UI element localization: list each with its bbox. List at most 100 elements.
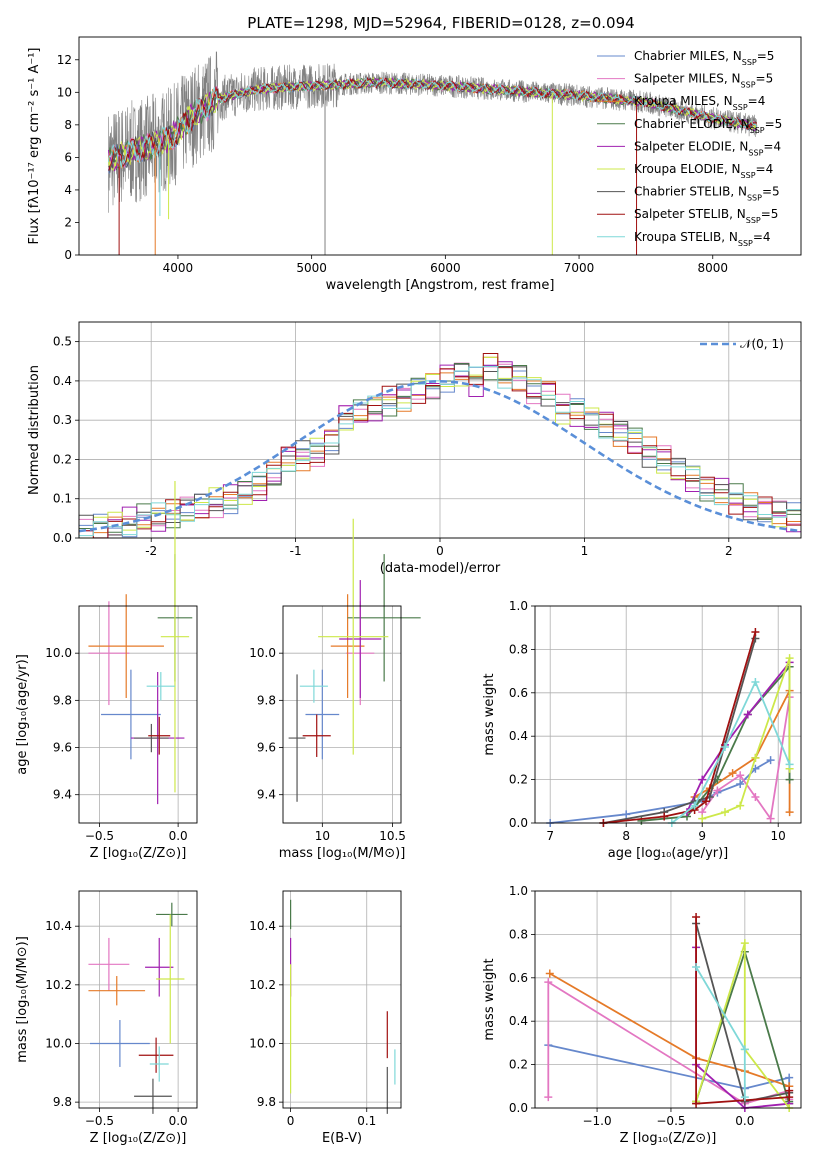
weight-marker — [785, 808, 794, 817]
x-tick-label: 7 — [546, 829, 554, 843]
weight-marker — [785, 760, 794, 769]
weight-marker — [660, 812, 669, 821]
y-tick-label: 0.2 — [53, 452, 72, 466]
y-tick-label: 10.4 — [45, 919, 72, 933]
weight-marker — [740, 1093, 749, 1102]
x-tick-label: 0 — [287, 1114, 295, 1128]
axes-frame — [534, 890, 802, 1109]
x-tick-label: -1 — [290, 544, 302, 558]
y-tick-label: 0.3 — [53, 413, 72, 427]
y-axis-label: mass weight — [482, 958, 497, 1040]
y-tick-label: 1.0 — [509, 884, 528, 898]
x-axis-label: wavelength [Angstrom, rest frame] — [326, 278, 555, 293]
y-tick-label: 0.8 — [509, 642, 528, 656]
legend-label: Chabrier MILES, NSSP=5 — [634, 49, 774, 67]
weight-marker — [721, 743, 729, 752]
weight-marker — [690, 801, 699, 810]
axes-frame — [282, 890, 402, 1109]
y-tick-label: 9.8 — [53, 1095, 72, 1109]
x-axis-label: Z [log₁₀(Z/Z⊙)] — [90, 846, 187, 861]
x-tick-label: 10.5 — [379, 829, 406, 843]
panel-mass_ebv: 0 0.1 9.8 10.0 10.2 10.4 E(B-V) — [249, 890, 402, 1146]
panel-weight_metallicity: −1.0 −0.5 0.0 0.0 0.2 0.4 0.6 0.8 1.0 Z [log₁₀(Z/… — [482, 884, 802, 1146]
plot-area — [288, 518, 421, 802]
weight-marker — [702, 797, 710, 806]
y-tick-label: 0.4 — [509, 1014, 528, 1028]
x-axis-label: E(B-V) — [322, 1131, 362, 1146]
weight-line — [549, 972, 790, 1088]
x-axis-label: Z [log₁₀(Z/Z⊙)] — [620, 1131, 717, 1146]
weight-line — [695, 917, 791, 1105]
legend-label: Kroupa STELIB, NSSP=4 — [634, 230, 771, 248]
legend-label: Salpeter ELODIE, NSSP=4 — [634, 139, 781, 157]
weight-marker — [545, 969, 554, 978]
axes-frame — [282, 605, 402, 824]
weight-marker — [751, 677, 760, 686]
plot-area — [88, 480, 193, 805]
x-axis-label: mass [log₁₀(M/M⊙)] — [279, 846, 406, 861]
x-tick-label: 0.0 — [169, 829, 188, 843]
data-spectrum — [108, 51, 758, 213]
axes-frame — [78, 321, 802, 539]
x-tick-label: −0.5 — [85, 1114, 114, 1128]
y-tick-label: 10 — [57, 85, 72, 99]
histogram-step — [78, 366, 801, 538]
y-axis-label: mass [log₁₀(M/M⊙)] — [15, 936, 30, 1063]
weight-marker — [785, 775, 794, 784]
x-tick-label: 7000 — [564, 261, 595, 275]
weight-marker — [751, 628, 760, 637]
legend-label: Kroupa ELODIE, NSSP=4 — [634, 162, 773, 180]
legend-label: Salpeter STELIB, NSSP=5 — [634, 207, 778, 225]
x-tick-label: −0.5 — [85, 829, 114, 843]
legend-label: Salpeter MILES, NSSP=5 — [634, 72, 773, 90]
y-axis-label: Normed distribution — [27, 365, 42, 495]
weight-marker — [692, 1099, 701, 1108]
x-tick-label: −0.5 — [656, 1114, 685, 1128]
x-tick-label: 0.0 — [735, 1114, 754, 1128]
y-tick-label: 0.1 — [53, 492, 72, 506]
plot-area — [290, 899, 396, 1114]
x-tick-label: 4000 — [163, 261, 194, 275]
y-tick-label: 9.4 — [53, 788, 72, 802]
y-tick-label: 10.0 — [45, 1036, 72, 1050]
weight-marker — [736, 771, 745, 780]
weight-marker — [736, 801, 745, 810]
legend-label: 𝒩(0, 1) — [740, 337, 784, 351]
y-axis-label: age [log₁₀(age/yr)] — [15, 654, 30, 775]
x-tick-label: 6000 — [430, 261, 461, 275]
normal-curve — [78, 379, 802, 533]
y-tick-label: 1.0 — [509, 599, 528, 613]
weight-marker — [692, 913, 701, 922]
x-axis-label: age [log₁₀(age/yr)] — [608, 846, 729, 861]
y-tick-label: 0.0 — [53, 531, 72, 545]
y-tick-label: 0.4 — [53, 374, 72, 388]
y-tick-label: 0.2 — [509, 773, 528, 787]
y-tick-label: 10.0 — [249, 1036, 276, 1050]
x-axis-label: Z [log₁₀(Z/Z⊙)] — [90, 1131, 187, 1146]
y-tick-label: 0.0 — [509, 1101, 528, 1115]
y-tick-label: 10.4 — [249, 919, 276, 933]
weight-marker — [728, 769, 737, 778]
weight-line — [695, 942, 790, 1109]
weight-line — [548, 1044, 791, 1090]
axes-frame — [78, 890, 198, 1109]
y-axis-label: mass weight — [482, 673, 497, 755]
weight-marker — [785, 1086, 794, 1095]
y-tick-label: 9.8 — [257, 1095, 276, 1109]
figure-title: PLATE=1298, MJD=52964, FIBERID=0128, z=0… — [247, 14, 634, 32]
y-axis-label: Flux [fλ10⁻¹⁷ erg cm⁻² s⁻¹ A⁻¹] — [27, 48, 42, 245]
y-tick-label: 9.8 — [53, 693, 72, 707]
x-tick-label: 0 — [436, 544, 444, 558]
axes-frame — [78, 36, 802, 256]
panel-weight_age: 7 8 9 10 0.0 0.2 0.4 0.6 0.8 1.0 age [log₁₀(age/yr… — [482, 599, 802, 861]
y-tick-label: 9.4 — [257, 788, 276, 802]
x-tick-label: -2 — [145, 544, 157, 558]
weight-marker — [751, 792, 760, 801]
y-tick-label: 0.6 — [509, 686, 528, 700]
plot-area — [88, 902, 188, 1114]
weight-marker — [544, 978, 553, 987]
panel-mass_metallicity: −0.5 0.0 9.8 10.0 10.2 10.4 Z [log₁₀(Z/Z⊙)] mas… — [15, 890, 198, 1146]
weight-marker — [785, 1073, 794, 1082]
model-spectrum — [108, 77, 758, 171]
y-tick-label: 9.6 — [53, 741, 72, 755]
